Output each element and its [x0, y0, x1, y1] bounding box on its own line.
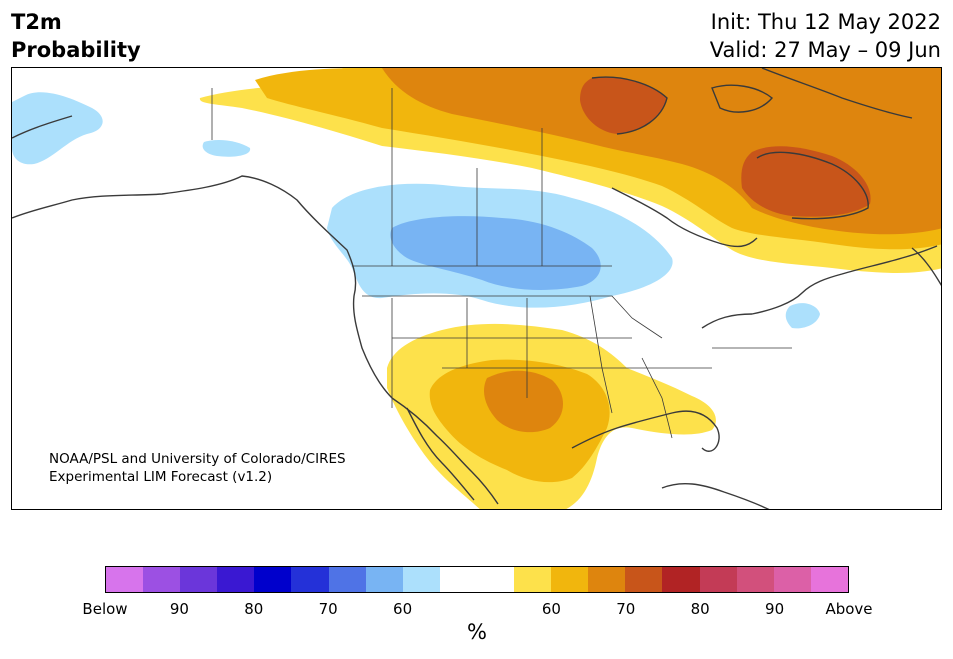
- credit-line-2: Experimental LIM Forecast (v1.2): [49, 469, 273, 485]
- probability-map: [12, 68, 941, 509]
- colorbar-cell: [217, 567, 255, 592]
- above-80-region-south: [483, 370, 564, 433]
- above-90-region-hudson: [741, 146, 871, 217]
- title-type: Probability: [11, 38, 141, 62]
- below-60-region-alaska: [12, 92, 103, 165]
- colorbar-cell: [551, 567, 589, 592]
- colorbar-cell: [328, 567, 366, 592]
- colorbar-tick-label: Below: [82, 600, 128, 618]
- colorbar-tick-label: 70: [318, 600, 338, 618]
- below-60-region-yukon: [202, 140, 251, 157]
- colorbar-cell: [365, 567, 403, 592]
- colorbar-cell: [699, 567, 737, 592]
- coastline-outlines: [12, 68, 941, 509]
- title-variable: T2m: [11, 10, 62, 34]
- colorbar-tick-label: 90: [169, 600, 189, 618]
- colorbar-tick-label: 60: [393, 600, 413, 618]
- colorbar-tick-label: 90: [765, 600, 785, 618]
- colorbar-cell: [773, 567, 811, 592]
- colorbar-tick-label: Above: [825, 600, 873, 618]
- colorbar-cell: [143, 567, 181, 592]
- map-title: T2m Probability: [11, 8, 141, 64]
- valid-range: Valid: 27 May – 09 Jun: [709, 38, 941, 62]
- colorbar-cell: [291, 567, 329, 592]
- map-panel: [11, 67, 942, 510]
- credit-text: NOAA/PSL and University of Colorado/CIRE…: [49, 450, 346, 486]
- colorbar-cell: [402, 567, 440, 592]
- above-90-region-arctic: [580, 77, 667, 134]
- below-70-region: [390, 216, 601, 290]
- colorbar-cell: [736, 567, 774, 592]
- colorbar-cell: [180, 567, 218, 592]
- border-lines: [211, 88, 792, 439]
- credit-line-1: NOAA/PSL and University of Colorado/CIRE…: [49, 451, 346, 467]
- init-date: Init: Thu 12 May 2022: [710, 10, 941, 34]
- colorbar-cell: [625, 567, 663, 592]
- colorbar-unit: %: [467, 620, 487, 644]
- colorbar-cell: [810, 567, 848, 592]
- colorbar-tick-label: 80: [690, 600, 710, 618]
- colorbar-cell: [588, 567, 626, 592]
- colorbar-cell: [662, 567, 700, 592]
- colorbar-tick-label: 70: [616, 600, 636, 618]
- colorbar-cell: [514, 567, 552, 592]
- colorbar-cell: [106, 567, 144, 592]
- probability-colorbar: [105, 566, 849, 593]
- colorbar-cell: [476, 567, 515, 592]
- forecast-dates: Init: Thu 12 May 2022 Valid: 27 May – 09…: [710, 8, 941, 64]
- below-60-region-maine: [785, 303, 820, 329]
- colorbar-cell: [254, 567, 292, 592]
- colorbar-tick-label: 60: [541, 600, 561, 618]
- colorbar-tick-label: 80: [244, 600, 264, 618]
- colorbar-cell: [439, 567, 477, 592]
